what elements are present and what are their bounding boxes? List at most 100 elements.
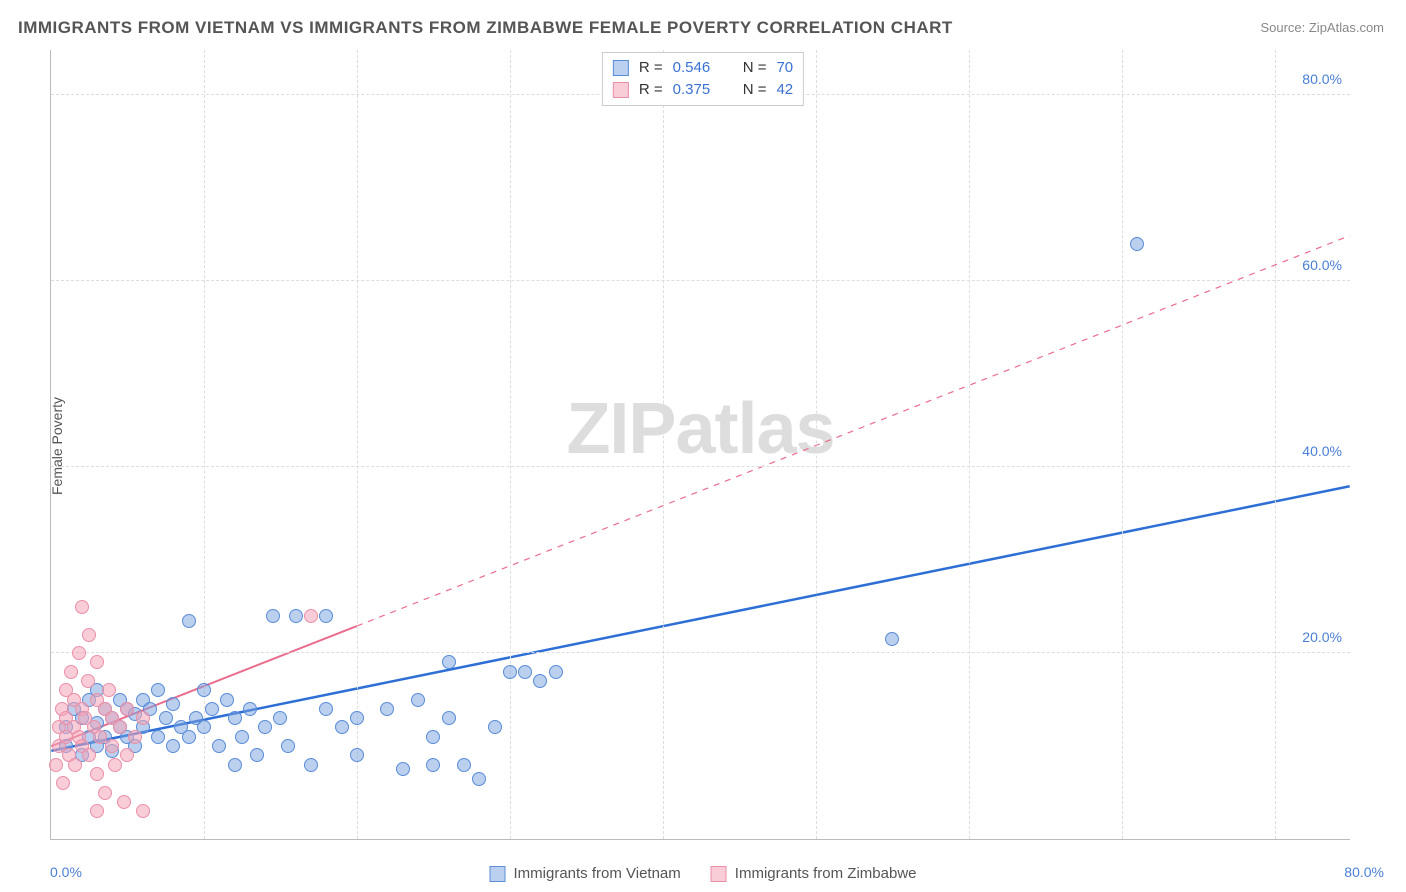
watermark-atlas: atlas <box>675 389 834 469</box>
scatter-point <box>136 804 150 818</box>
legend-item: Immigrants from Vietnam <box>490 865 681 882</box>
scatter-point <box>120 748 134 762</box>
scatter-point <box>472 772 486 786</box>
scatter-point <box>289 609 303 623</box>
scatter-point <box>304 758 318 772</box>
scatter-point <box>518 665 532 679</box>
scatter-point <box>396 762 410 776</box>
watermark: ZIPatlas <box>566 388 834 470</box>
stat-label: N = <box>743 57 767 79</box>
legend-label: Immigrants from Zimbabwe <box>735 865 917 882</box>
x-origin-tick: 0.0% <box>50 864 82 880</box>
gridline-v <box>969 50 970 839</box>
scatter-point <box>273 711 287 725</box>
scatter-point <box>258 720 272 734</box>
scatter-point <box>81 674 95 688</box>
scatter-point <box>266 609 280 623</box>
gridline-v <box>816 50 817 839</box>
scatter-point <box>380 702 394 716</box>
scatter-point <box>68 758 82 772</box>
gridline-h <box>51 652 1350 653</box>
scatter-point <box>250 748 264 762</box>
scatter-point <box>182 730 196 744</box>
scatter-point <box>197 720 211 734</box>
legend-swatch <box>711 866 727 882</box>
stat-label: R = <box>639 57 663 79</box>
y-tick-label: 40.0% <box>1302 443 1342 459</box>
scatter-point <box>488 720 502 734</box>
scatter-point <box>549 665 563 679</box>
scatter-point <box>350 711 364 725</box>
scatter-point <box>885 632 899 646</box>
scatter-point <box>82 628 96 642</box>
scatter-point <box>442 655 456 669</box>
scatter-point <box>108 758 122 772</box>
gridline-v <box>510 50 511 839</box>
scatter-point <box>93 730 107 744</box>
stats-legend-row: R = 0.546 N = 70 <box>613 57 793 79</box>
y-tick-label: 60.0% <box>1302 257 1342 273</box>
scatter-point <box>205 702 219 716</box>
scatter-point <box>159 711 173 725</box>
y-tick-label: 20.0% <box>1302 629 1342 645</box>
scatter-point <box>533 674 547 688</box>
y-tick-label: 80.0% <box>1302 71 1342 87</box>
legend-label: Immigrants from Vietnam <box>514 865 681 882</box>
legend-item: Immigrants from Zimbabwe <box>711 865 917 882</box>
watermark-zip: ZIP <box>566 389 675 469</box>
trend-lines-layer <box>51 50 1350 839</box>
scatter-point <box>350 748 364 762</box>
gridline-v <box>663 50 664 839</box>
scatter-point <box>117 795 131 809</box>
stat-label: R = <box>639 79 663 101</box>
source-credit: Source: ZipAtlas.com <box>1260 20 1384 35</box>
scatter-point <box>335 720 349 734</box>
gridline-v <box>1122 50 1123 839</box>
scatter-point <box>503 665 517 679</box>
scatter-point <box>105 739 119 753</box>
legend-swatch <box>490 866 506 882</box>
gridline-h <box>51 466 1350 467</box>
scatter-point <box>90 655 104 669</box>
scatter-point <box>228 758 242 772</box>
stat-r-value: 0.546 <box>673 57 711 79</box>
scatter-point <box>442 711 456 725</box>
stat-n-value: 42 <box>776 79 793 101</box>
stats-legend: R = 0.546 N = 70R = 0.375 N = 42 <box>602 52 804 106</box>
scatter-point <box>75 600 89 614</box>
scatter-point <box>166 739 180 753</box>
scatter-point <box>82 748 96 762</box>
stat-n-value: 70 <box>776 57 793 79</box>
scatter-point <box>457 758 471 772</box>
scatter-point <box>49 758 63 772</box>
scatter-point <box>411 693 425 707</box>
scatter-point <box>212 739 226 753</box>
scatter-point <box>56 776 70 790</box>
scatter-point <box>136 711 150 725</box>
page-title: IMMIGRANTS FROM VIETNAM VS IMMIGRANTS FR… <box>18 18 953 38</box>
scatter-point <box>1130 237 1144 251</box>
scatter-plot: ZIPatlas 20.0% 40.0% 60.0% 80.0% <box>50 50 1350 840</box>
scatter-point <box>319 609 333 623</box>
scatter-point <box>120 702 134 716</box>
scatter-point <box>151 683 165 697</box>
legend-swatch <box>613 60 629 76</box>
scatter-point <box>166 697 180 711</box>
scatter-point <box>426 730 440 744</box>
scatter-point <box>182 614 196 628</box>
stat-label: N = <box>743 79 767 101</box>
scatter-point <box>426 758 440 772</box>
scatter-point <box>319 702 333 716</box>
scatter-point <box>235 730 249 744</box>
stats-legend-row: R = 0.375 N = 42 <box>613 79 793 101</box>
scatter-point <box>281 739 295 753</box>
gridline-h <box>51 280 1350 281</box>
scatter-point <box>197 683 211 697</box>
scatter-point <box>90 804 104 818</box>
scatter-point <box>304 609 318 623</box>
scatter-point <box>228 711 242 725</box>
scatter-point <box>128 730 142 744</box>
series-legend: Immigrants from Vietnam Immigrants from Z… <box>490 865 917 882</box>
x-max-tick: 80.0% <box>1344 864 1384 880</box>
scatter-point <box>72 646 86 660</box>
